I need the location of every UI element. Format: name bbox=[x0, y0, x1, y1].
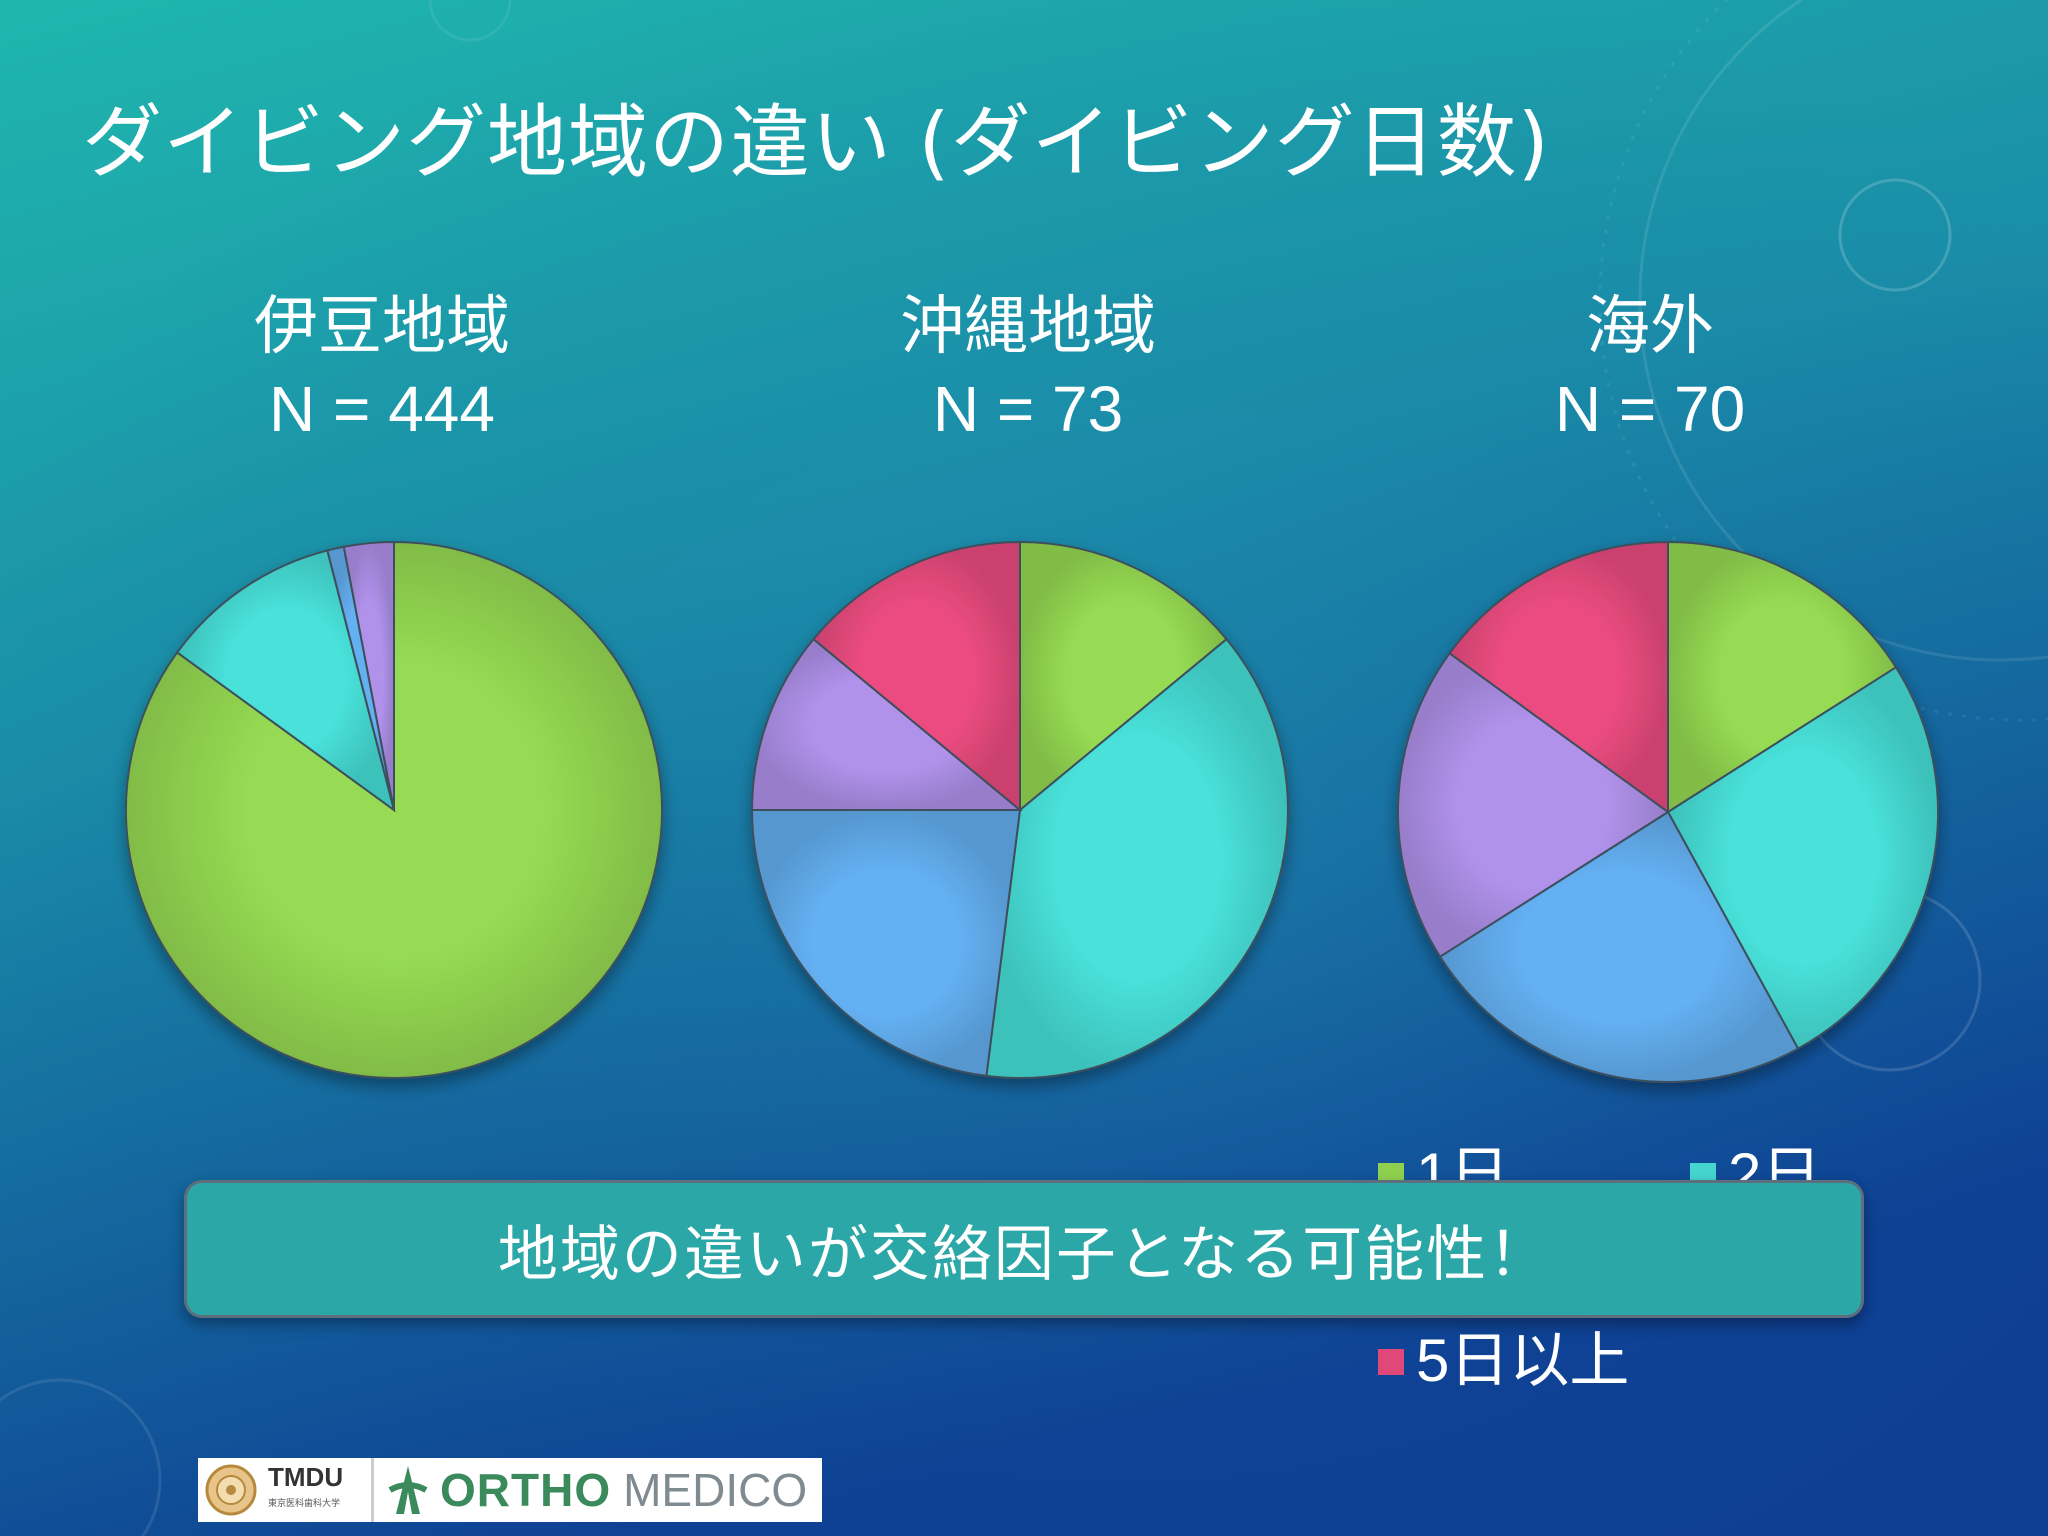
pie-chart-izu bbox=[125, 540, 663, 1079]
slide-title: ダイビング地域の違い (ダイビング日数) bbox=[82, 96, 1550, 189]
pie-slice-2日 bbox=[1666, 665, 1939, 1050]
ortho-text: ORTHO bbox=[440, 1464, 612, 1516]
region-label-okinawa: 沖縄地域 N = 73 bbox=[818, 286, 1238, 450]
logo-bar: TMDU 東京医科歯科大学 ORTHO MEDICO bbox=[198, 1458, 822, 1522]
person-icon bbox=[388, 1466, 428, 1514]
deco-ring bbox=[1598, 0, 2048, 722]
deco-ring bbox=[1838, 178, 1952, 292]
region-name: 沖縄地域 bbox=[900, 290, 1156, 364]
legend-label: 5日以上 bbox=[1416, 1327, 1630, 1394]
tmdu-wordmark: TMDU 東京医科歯科大学 bbox=[268, 1464, 343, 1516]
deco-ring bbox=[428, 0, 512, 42]
tmdu-logo: TMDU 東京医科歯科大学 bbox=[198, 1458, 374, 1522]
pie-slice-4日 bbox=[342, 540, 395, 811]
pie-slice-1日 bbox=[1019, 540, 1228, 813]
pie-slice-3日 bbox=[1438, 810, 1800, 1083]
pie-chart-okinawa bbox=[750, 540, 1289, 1079]
deco-ring bbox=[0, 1378, 162, 1536]
legend-item-5day-plus: 5日以上 bbox=[1378, 1312, 1629, 1399]
sample-size: N = 73 bbox=[932, 373, 1124, 445]
tmdu-text: TMDU bbox=[268, 1462, 344, 1492]
pie-slice-2日 bbox=[985, 637, 1289, 1079]
region-label-izu: 伊豆地域 N = 444 bbox=[172, 286, 592, 450]
pie-slice-4日 bbox=[1397, 651, 1670, 959]
pie-slice-5日以上 bbox=[812, 540, 1021, 813]
pie-slice-5日以上 bbox=[1448, 540, 1669, 814]
sample-size: N = 70 bbox=[1554, 373, 1746, 445]
legend-swatch bbox=[1378, 1349, 1404, 1375]
tmdu-seal-icon bbox=[205, 1464, 257, 1516]
tmdu-subtext: 東京医科歯科大学 bbox=[268, 1498, 341, 1508]
medico-text: MEDICO bbox=[623, 1464, 808, 1516]
sample-size: N = 444 bbox=[269, 373, 495, 445]
region-name: 伊豆地域 bbox=[254, 290, 510, 364]
pie-chart-overseas bbox=[1397, 540, 1939, 1083]
pie-slice-3日 bbox=[750, 809, 1022, 1078]
conclusion-callout: 地域の違いが交絡因子となる可能性！ bbox=[184, 1180, 1864, 1318]
region-name: 海外 bbox=[1586, 290, 1714, 364]
pie-slice-4日 bbox=[750, 637, 1023, 811]
ortho-medico-logo: ORTHO MEDICO bbox=[382, 1458, 807, 1522]
deco-ring bbox=[1638, 0, 2048, 662]
pie-slice-2日 bbox=[175, 549, 396, 813]
region-label-overseas: 海外 N = 70 bbox=[1440, 286, 1860, 450]
pie-slice-1日 bbox=[1667, 540, 1898, 814]
